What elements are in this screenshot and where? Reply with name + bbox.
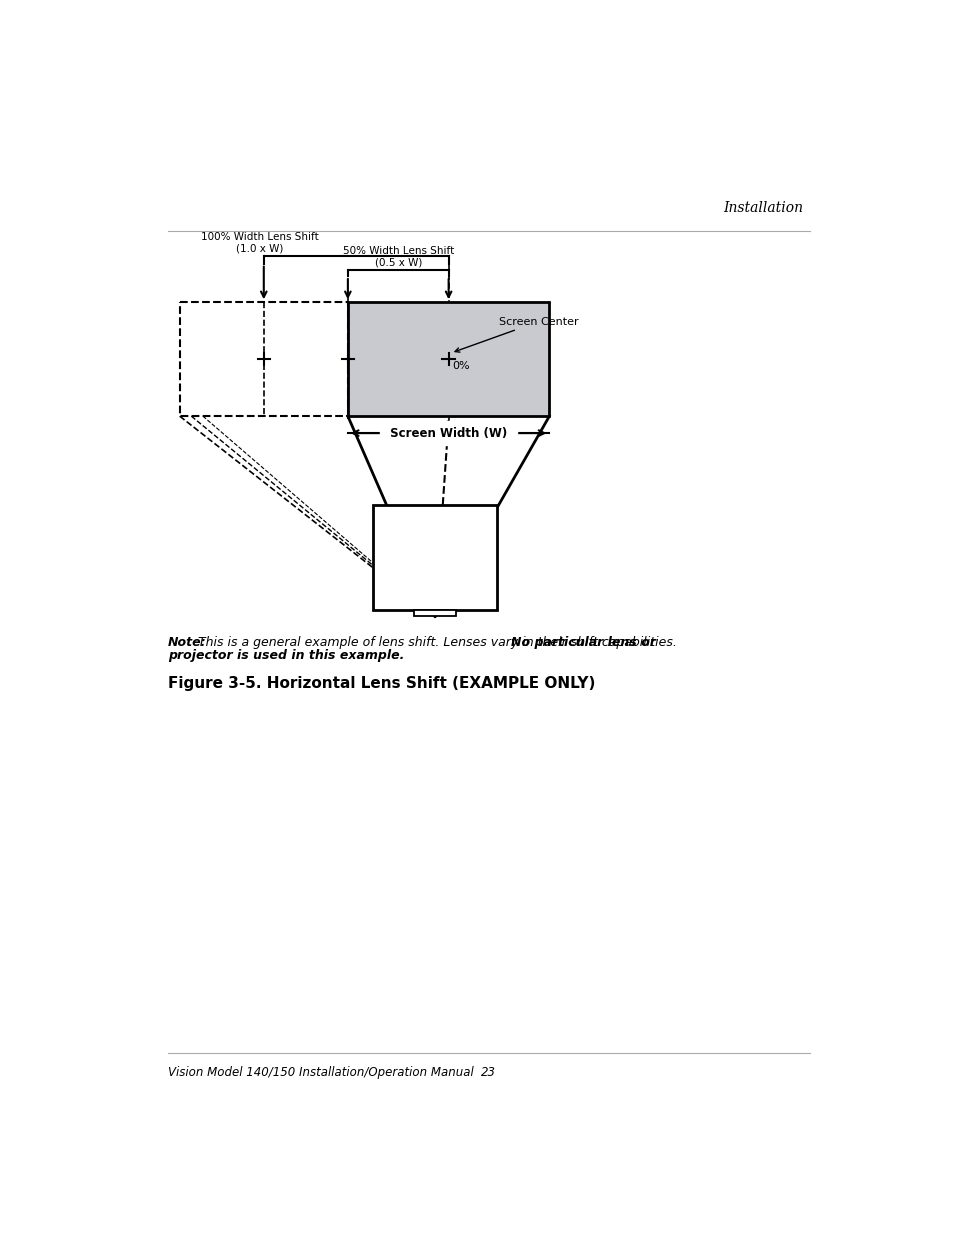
Bar xyxy=(414,610,456,616)
Text: projector is used in this example.: projector is used in this example. xyxy=(168,648,404,662)
Text: This is a general example of lens shift. Lenses vary in their shift capabilities: This is a general example of lens shift.… xyxy=(194,636,680,648)
Text: Screen Width (W): Screen Width (W) xyxy=(386,426,511,440)
Bar xyxy=(348,303,549,416)
Text: Note:: Note: xyxy=(168,636,207,648)
Text: Figure 3-5. Horizontal Lens Shift (EXAMPLE ONLY): Figure 3-5. Horizontal Lens Shift (EXAMP… xyxy=(168,677,595,692)
Bar xyxy=(373,505,497,610)
Text: Installation: Installation xyxy=(722,201,802,215)
Text: Vision Model 140/150 Installation/Operation Manual: Vision Model 140/150 Installation/Operat… xyxy=(168,1066,474,1078)
Text: Screen Center: Screen Center xyxy=(455,316,578,352)
Text: 50% Width Lens Shift
(0.5 x W): 50% Width Lens Shift (0.5 x W) xyxy=(342,246,454,268)
Text: 100% Width Lens Shift
(1.0 x W): 100% Width Lens Shift (1.0 x W) xyxy=(201,232,318,253)
Text: No particular lens or: No particular lens or xyxy=(510,636,655,648)
Bar xyxy=(179,303,348,416)
Text: 23: 23 xyxy=(481,1066,496,1078)
Text: 0%: 0% xyxy=(452,362,470,372)
